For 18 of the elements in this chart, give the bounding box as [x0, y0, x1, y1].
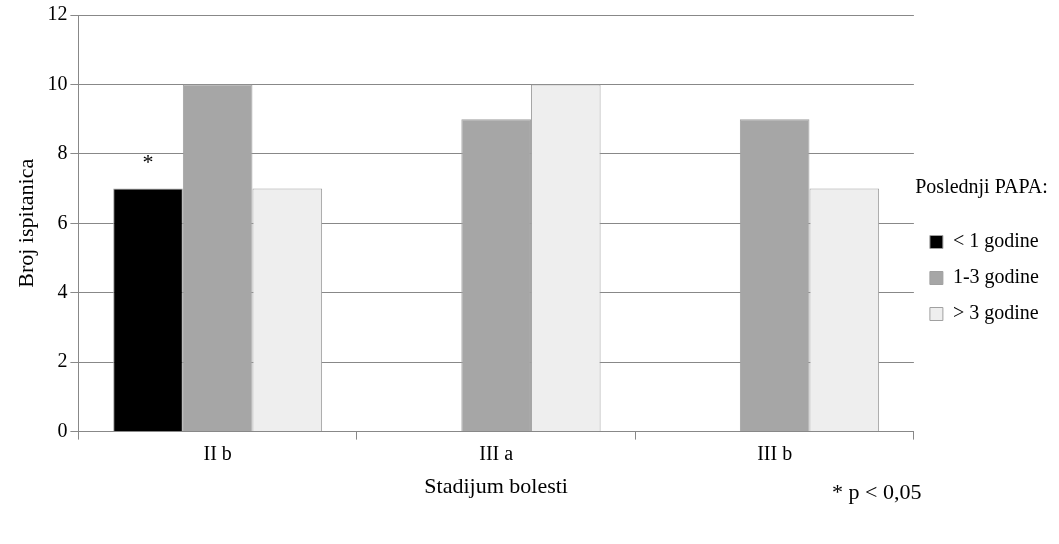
- x-tick-label: II b: [203, 441, 232, 464]
- y-tick-label: 2: [57, 349, 68, 372]
- y-tick-label: 12: [47, 2, 68, 25]
- legend-label: < 1 godine: [952, 229, 1039, 253]
- y-tick-label: 0: [57, 418, 68, 441]
- x-tick-label: III b: [757, 441, 793, 464]
- y-tick-label: 8: [57, 141, 68, 164]
- y-tick-label: 6: [57, 210, 68, 233]
- legend-label: > 3 godine: [952, 301, 1039, 325]
- legend-label: 1-3 godine: [952, 265, 1040, 289]
- legend-title: Poslednji PAPA:: [915, 175, 1048, 199]
- y-axis-title: Broj ispitanica: [12, 158, 38, 288]
- x-axis-title: Stadijum bolesti: [424, 472, 568, 498]
- annotation: *: [142, 149, 154, 175]
- y-tick-label: 10: [47, 71, 68, 94]
- x-tick-label: III a: [479, 441, 514, 464]
- text: * p < 0,05: [832, 478, 922, 504]
- y-tick-label: 4: [57, 279, 68, 302]
